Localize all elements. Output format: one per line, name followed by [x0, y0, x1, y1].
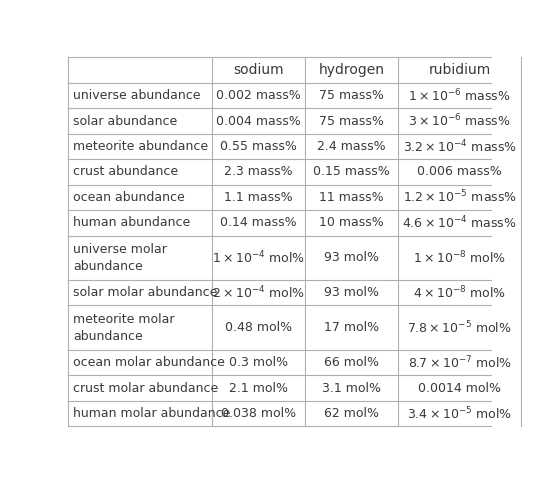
Text: 1.1 mass%: 1.1 mass%: [224, 191, 293, 204]
Text: human molar abundance: human molar abundance: [73, 407, 231, 420]
Text: ocean abundance: ocean abundance: [73, 191, 185, 204]
Text: 0.006 mass%: 0.006 mass%: [417, 165, 502, 179]
Text: $3.2\times10^{-4}$ mass%: $3.2\times10^{-4}$ mass%: [403, 138, 517, 155]
Text: $1\times10^{-4}$ mol%: $1\times10^{-4}$ mol%: [212, 250, 305, 266]
Text: $1.2\times10^{-5}$ mass%: $1.2\times10^{-5}$ mass%: [403, 189, 517, 205]
Text: crust abundance: crust abundance: [73, 165, 179, 179]
Text: 2.4 mass%: 2.4 mass%: [317, 140, 386, 153]
Text: $3.4\times10^{-5}$ mol%: $3.4\times10^{-5}$ mol%: [407, 405, 512, 422]
Text: 0.15 mass%: 0.15 mass%: [313, 165, 390, 179]
Text: 93 mol%: 93 mol%: [324, 251, 379, 264]
Text: $4.6\times10^{-4}$ mass%: $4.6\times10^{-4}$ mass%: [402, 215, 517, 231]
Text: 0.038 mol%: 0.038 mol%: [221, 407, 296, 420]
Text: $8.7\times10^{-7}$ mol%: $8.7\times10^{-7}$ mol%: [408, 354, 512, 371]
Text: 0.004 mass%: 0.004 mass%: [216, 114, 301, 127]
Text: 17 mol%: 17 mol%: [324, 321, 379, 334]
Text: 0.55 mass%: 0.55 mass%: [220, 140, 297, 153]
Text: 2.1 mol%: 2.1 mol%: [229, 382, 288, 395]
Text: 66 mol%: 66 mol%: [324, 356, 379, 369]
Text: 75 mass%: 75 mass%: [319, 114, 384, 127]
Text: meteorite molar
abundance: meteorite molar abundance: [73, 313, 175, 343]
Text: 0.0014 mol%: 0.0014 mol%: [418, 382, 501, 395]
Text: 0.3 mol%: 0.3 mol%: [229, 356, 288, 369]
Text: meteorite abundance: meteorite abundance: [73, 140, 209, 153]
Text: sodium: sodium: [233, 63, 284, 77]
Text: universe molar
abundance: universe molar abundance: [73, 243, 167, 273]
Text: 0.002 mass%: 0.002 mass%: [216, 89, 301, 102]
Text: universe abundance: universe abundance: [73, 89, 201, 102]
Text: 2.3 mass%: 2.3 mass%: [224, 165, 293, 179]
Text: solar abundance: solar abundance: [73, 114, 177, 127]
Text: hydrogen: hydrogen: [319, 63, 385, 77]
Text: 3.1 mol%: 3.1 mol%: [322, 382, 381, 395]
Text: 93 mol%: 93 mol%: [324, 286, 379, 299]
Text: human abundance: human abundance: [73, 217, 191, 229]
Text: rubidium: rubidium: [429, 63, 491, 77]
Text: 10 mass%: 10 mass%: [319, 217, 384, 229]
Text: $1\times10^{-6}$ mass%: $1\times10^{-6}$ mass%: [408, 87, 511, 104]
Text: crust molar abundance: crust molar abundance: [73, 382, 218, 395]
Text: ocean molar abundance: ocean molar abundance: [73, 356, 225, 369]
Text: 0.14 mass%: 0.14 mass%: [221, 217, 297, 229]
Text: $3\times10^{-6}$ mass%: $3\times10^{-6}$ mass%: [408, 113, 511, 129]
Text: 75 mass%: 75 mass%: [319, 89, 384, 102]
Text: $1\times10^{-8}$ mol%: $1\times10^{-8}$ mol%: [413, 250, 506, 266]
Text: solar molar abundance: solar molar abundance: [73, 286, 218, 299]
Text: $2\times10^{-4}$ mol%: $2\times10^{-4}$ mol%: [212, 285, 305, 301]
Text: 62 mol%: 62 mol%: [324, 407, 379, 420]
Text: 0.48 mol%: 0.48 mol%: [225, 321, 292, 334]
Text: $4\times10^{-8}$ mol%: $4\times10^{-8}$ mol%: [413, 285, 506, 301]
Text: 11 mass%: 11 mass%: [319, 191, 384, 204]
Text: $7.8\times10^{-5}$ mol%: $7.8\times10^{-5}$ mol%: [407, 319, 512, 336]
